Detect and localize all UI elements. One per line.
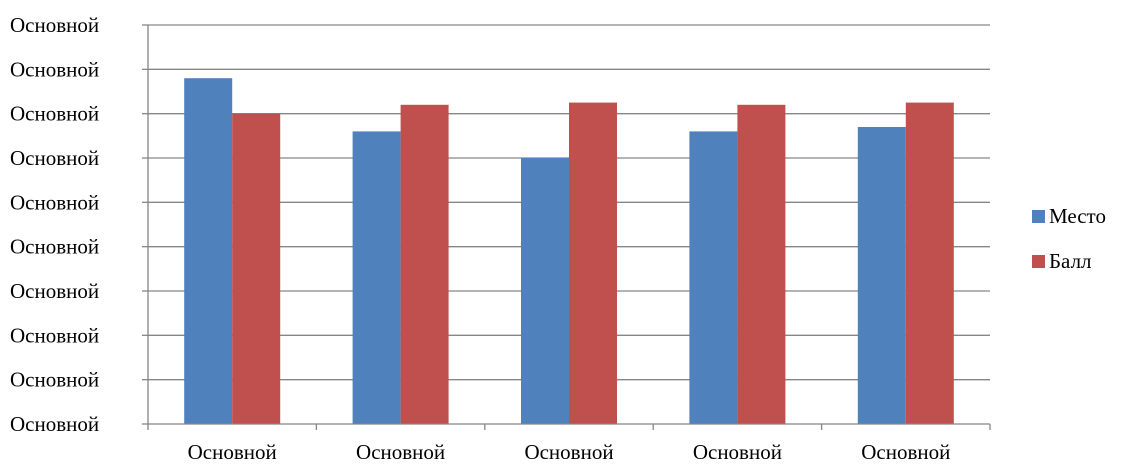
legend-swatch bbox=[1032, 210, 1045, 223]
x-tick-label: Основной bbox=[188, 440, 277, 464]
x-tick-label: Основной bbox=[693, 440, 782, 464]
x-tick-labels: Основной Основной Основной Основной Основной bbox=[188, 440, 951, 464]
bar-mesto bbox=[352, 131, 401, 424]
y-tick-label: Основной bbox=[10, 13, 99, 37]
x-tick-label: Основной bbox=[861, 440, 950, 464]
legend-label: Место bbox=[1049, 204, 1106, 228]
axes bbox=[142, 24, 991, 430]
y-tick-label: Основной bbox=[10, 57, 99, 81]
legend-swatch bbox=[1032, 255, 1045, 268]
y-tick-label: Основной bbox=[10, 323, 99, 347]
x-tick-label: Основной bbox=[524, 440, 613, 464]
bar-mesto bbox=[689, 131, 738, 424]
y-tick-labels: Основной Основной Основной Основной Основной… bbox=[10, 13, 99, 436]
y-tick-label: Основной bbox=[10, 190, 99, 214]
x-tick-label: Основной bbox=[356, 440, 445, 464]
bar-mesto bbox=[857, 126, 906, 424]
bar-mesto bbox=[184, 78, 233, 424]
bar-ball bbox=[905, 102, 954, 424]
y-tick-label: Основной bbox=[10, 279, 99, 303]
bars bbox=[184, 78, 954, 425]
bar-ball bbox=[400, 104, 449, 425]
bar-ball bbox=[569, 102, 617, 424]
y-tick-label: Основной bbox=[10, 146, 99, 170]
bar-mesto bbox=[521, 158, 569, 424]
legend-label: Балл bbox=[1049, 249, 1092, 273]
y-tick-label: Основной bbox=[10, 102, 99, 126]
bar-ball bbox=[737, 104, 786, 425]
bar-ball bbox=[232, 113, 281, 425]
y-tick-label: Основной bbox=[10, 235, 99, 259]
y-tick-label: Основной bbox=[10, 368, 99, 392]
y-tick-label: Основной bbox=[10, 412, 99, 436]
legend: Место Балл bbox=[1032, 204, 1106, 273]
